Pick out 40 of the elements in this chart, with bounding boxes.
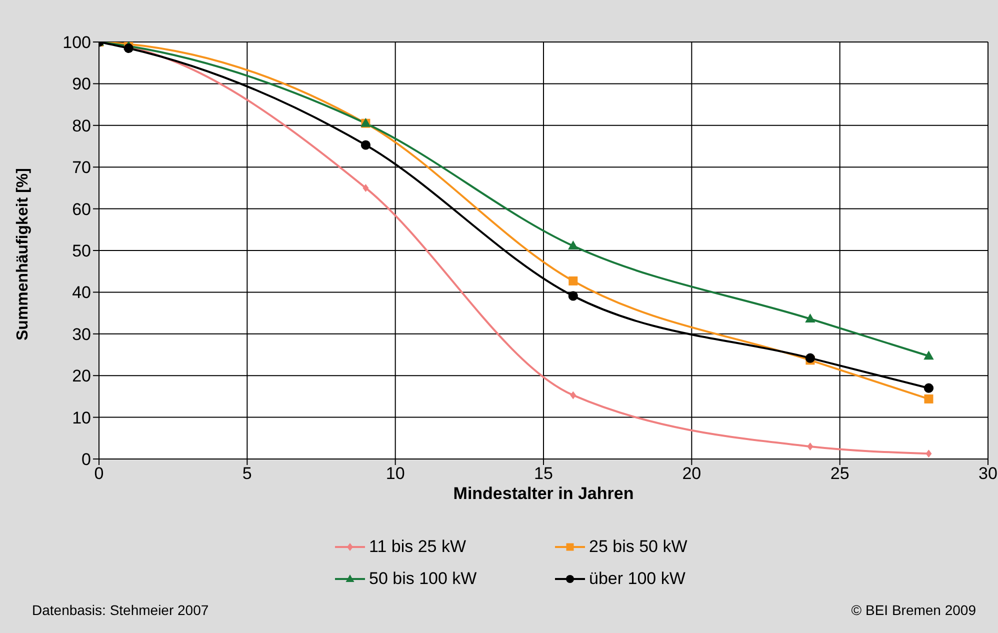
y-tick-label: 30 (72, 324, 91, 344)
x-tick-label: 25 (830, 464, 850, 484)
x-tick-label: 30 (978, 464, 998, 484)
legend-label: 50 bis 100 kW (369, 569, 477, 589)
y-tick-label: 0 (82, 450, 91, 470)
y-tick-label: 50 (72, 242, 91, 261)
point (926, 450, 932, 458)
y-tick-label: 20 (72, 366, 91, 386)
point (924, 394, 934, 404)
point (568, 240, 578, 250)
point (924, 383, 934, 393)
point (570, 391, 576, 400)
point (124, 43, 134, 54)
legend-label: über 100 kW (589, 569, 686, 589)
x-tick-label: 5 (242, 464, 252, 484)
y-tick-label: 60 (72, 200, 91, 219)
text: © BEI Bremen 2009 (851, 602, 976, 618)
y-tick-label: 90 (72, 74, 91, 94)
point (360, 140, 370, 150)
x-tick-label: 10 (386, 464, 405, 484)
legend-label: 25 bis 50 kW (589, 537, 688, 557)
y-tick-label: 70 (72, 158, 91, 178)
x-tick-label: 0 (94, 464, 104, 484)
text: Datenbasis: Stehmeier 2007 (32, 602, 209, 618)
point (568, 276, 578, 286)
point (924, 350, 934, 360)
point (805, 313, 816, 322)
point (362, 184, 369, 192)
y-tick-label: 10 (72, 408, 91, 428)
point (807, 442, 814, 450)
x-tick-label: 15 (534, 464, 553, 484)
point (805, 353, 815, 363)
legend-label: 11 bis 25 kW (369, 537, 466, 557)
point (568, 291, 578, 301)
y-tick-label: 40 (72, 283, 91, 302)
x-tick-label: 20 (682, 464, 702, 484)
y-tick-label: 80 (72, 116, 91, 136)
y-axis-title: Summenhäufigkeit [%] (14, 168, 32, 340)
x-axis-title: Mindestalter in Jahren (453, 484, 634, 504)
y-tick-label: 100 (62, 33, 91, 52)
